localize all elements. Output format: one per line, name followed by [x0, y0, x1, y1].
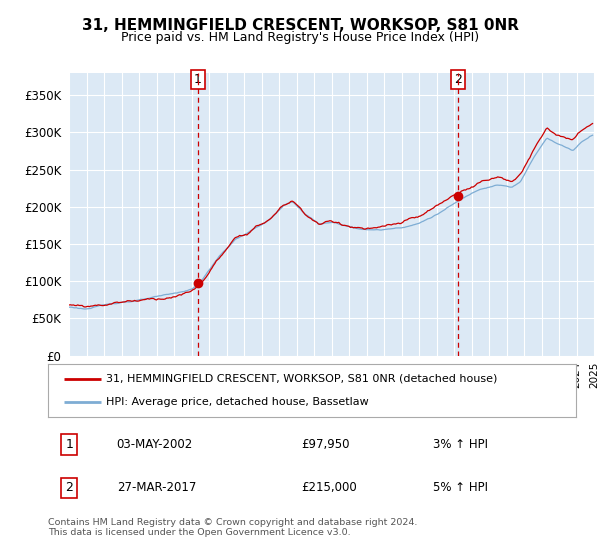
Text: 2: 2	[65, 482, 73, 494]
Text: £97,950: £97,950	[301, 438, 350, 451]
Text: 5% ↑ HPI: 5% ↑ HPI	[433, 482, 488, 494]
Text: 3% ↑ HPI: 3% ↑ HPI	[433, 438, 488, 451]
Text: 1: 1	[194, 73, 202, 86]
Text: Price paid vs. HM Land Registry's House Price Index (HPI): Price paid vs. HM Land Registry's House …	[121, 31, 479, 44]
Text: 03-MAY-2002: 03-MAY-2002	[116, 438, 193, 451]
Text: 27-MAR-2017: 27-MAR-2017	[116, 482, 196, 494]
Text: 2: 2	[454, 73, 462, 86]
Text: HPI: Average price, detached house, Bassetlaw: HPI: Average price, detached house, Bass…	[106, 397, 369, 407]
Text: 31, HEMMINGFIELD CRESCENT, WORKSOP, S81 0NR (detached house): 31, HEMMINGFIELD CRESCENT, WORKSOP, S81 …	[106, 374, 497, 384]
Text: 31, HEMMINGFIELD CRESCENT, WORKSOP, S81 0NR: 31, HEMMINGFIELD CRESCENT, WORKSOP, S81 …	[82, 18, 518, 34]
Text: 1: 1	[65, 438, 73, 451]
Text: Contains HM Land Registry data © Crown copyright and database right 2024.
This d: Contains HM Land Registry data © Crown c…	[48, 518, 418, 538]
Text: £215,000: £215,000	[301, 482, 357, 494]
